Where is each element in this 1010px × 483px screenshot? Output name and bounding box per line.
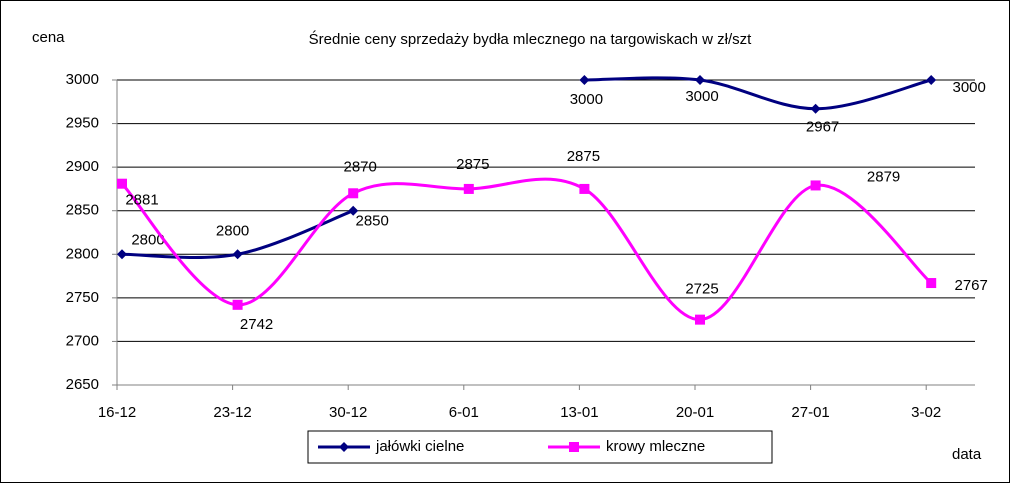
y-tick-label: 2700 bbox=[66, 332, 99, 349]
data-label: 3000 bbox=[570, 91, 603, 108]
y-tick-label: 2850 bbox=[66, 202, 99, 219]
y-tick-label: 2900 bbox=[66, 158, 99, 175]
marker bbox=[926, 278, 937, 289]
marker bbox=[926, 75, 937, 85]
x-tick-label: 3-02 bbox=[911, 404, 941, 421]
line bbox=[584, 76, 932, 111]
data-label: 2879 bbox=[867, 168, 900, 185]
x-tick-label: 30-12 bbox=[329, 404, 367, 421]
y-tick-label: 2750 bbox=[66, 289, 99, 306]
marker bbox=[810, 180, 821, 191]
data-label: 2800 bbox=[131, 231, 164, 248]
marker bbox=[232, 299, 243, 310]
data-label: 3000 bbox=[685, 88, 718, 105]
marker bbox=[339, 442, 349, 452]
y-tick-label: 2950 bbox=[66, 115, 99, 132]
y-tick-label: 2650 bbox=[66, 376, 99, 393]
data-label: 2875 bbox=[567, 148, 600, 165]
marker bbox=[232, 249, 243, 260]
data-label: 2725 bbox=[685, 281, 718, 298]
data-label: 2875 bbox=[456, 156, 489, 173]
marker bbox=[117, 249, 127, 260]
chart-title: Średnie ceny sprzedaży bydła mlecznego n… bbox=[309, 30, 753, 48]
marker bbox=[695, 75, 705, 85]
marker bbox=[463, 183, 474, 194]
data-label: 2800 bbox=[216, 222, 249, 239]
marker bbox=[810, 103, 821, 114]
marker bbox=[695, 314, 705, 325]
marker bbox=[348, 205, 359, 216]
x-tick-label: 27-01 bbox=[791, 404, 829, 421]
x-tick-label: 20-01 bbox=[676, 404, 714, 421]
legend bbox=[307, 430, 773, 464]
data-label: 2767 bbox=[955, 277, 988, 294]
marker bbox=[569, 442, 579, 452]
y-axis-label: cena bbox=[32, 29, 65, 46]
data-label: 2870 bbox=[344, 158, 377, 175]
data-label: 3000 bbox=[953, 79, 986, 96]
marker bbox=[348, 188, 359, 199]
x-tick-label: 16-12 bbox=[98, 404, 136, 421]
marker bbox=[579, 75, 590, 85]
marker bbox=[117, 178, 127, 189]
legend-label: jałówki cielne bbox=[375, 438, 464, 455]
x-axis-label: data bbox=[952, 446, 982, 463]
data-label: 2881 bbox=[125, 192, 158, 209]
x-tick-label: 6-01 bbox=[449, 404, 479, 421]
x-tick-label: 13-01 bbox=[560, 404, 598, 421]
line bbox=[120, 177, 933, 322]
data-label: 2850 bbox=[356, 213, 389, 230]
data-label: 2742 bbox=[240, 316, 273, 333]
y-tick-label: 3000 bbox=[66, 71, 99, 88]
y-tick-label: 2800 bbox=[66, 245, 99, 262]
data-label: 2967 bbox=[806, 119, 839, 136]
x-tick-label: 23-12 bbox=[213, 404, 251, 421]
marker bbox=[579, 183, 590, 194]
legend-label: krowy mleczne bbox=[606, 438, 705, 455]
